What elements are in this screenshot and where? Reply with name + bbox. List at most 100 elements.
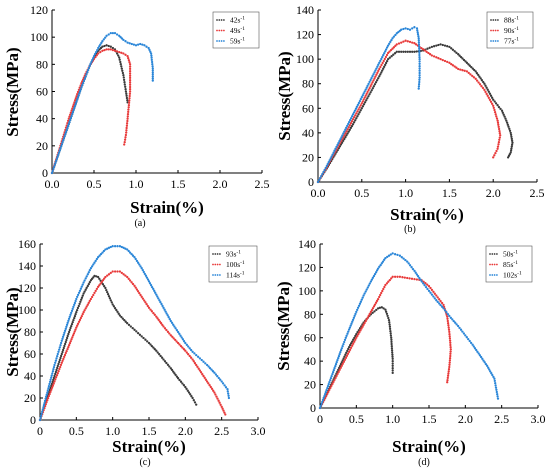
data-point	[366, 286, 369, 289]
data-point	[150, 344, 154, 348]
data-point	[494, 113, 497, 116]
data-point	[362, 103, 366, 106]
data-point	[57, 350, 60, 353]
y-tick-label: 80	[24, 325, 36, 339]
data-point	[182, 340, 186, 343]
data-point	[418, 60, 421, 63]
data-point	[342, 132, 345, 135]
data-point	[352, 342, 355, 345]
data-point	[386, 44, 390, 47]
data-point	[56, 372, 59, 375]
data-point	[70, 338, 73, 341]
data-point	[350, 124, 354, 128]
legend-box	[486, 11, 534, 49]
data-point	[156, 351, 159, 354]
data-point	[133, 284, 136, 287]
data-point	[390, 38, 393, 42]
data-point	[377, 77, 380, 80]
data-point	[168, 317, 171, 321]
data-point	[438, 298, 441, 301]
data-point	[78, 289, 82, 292]
y-tick-label: 100	[18, 303, 36, 317]
x-tick-label: 1.5	[422, 412, 437, 426]
data-point	[80, 296, 84, 299]
data-point	[446, 381, 449, 384]
data-point	[63, 135, 66, 138]
data-point	[68, 120, 71, 124]
data-point	[151, 79, 154, 82]
data-point	[125, 131, 128, 134]
x-tick-label: 0.5	[354, 186, 369, 200]
data-point	[344, 353, 347, 356]
series-93s	[38, 274, 198, 422]
data-point	[85, 305, 88, 308]
data-point	[446, 312, 450, 316]
data-point	[451, 48, 455, 51]
data-point	[81, 81, 85, 85]
data-point	[364, 319, 367, 323]
data-point	[493, 154, 496, 157]
data-point	[128, 67, 132, 71]
data-point	[446, 319, 449, 323]
data-point	[219, 378, 222, 381]
legend-marker	[220, 29, 223, 32]
data-point	[418, 57, 421, 61]
data-point	[130, 281, 133, 284]
data-point	[38, 418, 42, 422]
data-point	[103, 277, 106, 280]
y-tick-label: 60	[24, 347, 36, 361]
data-point	[360, 107, 363, 110]
legend-marker	[491, 263, 494, 266]
x-tick-label: 2.0	[486, 186, 501, 200]
data-point	[169, 319, 172, 323]
y-tick-label: 100	[30, 30, 48, 44]
data-point	[77, 291, 81, 294]
y-tick-label: 100	[296, 52, 314, 66]
data-point	[124, 40, 127, 43]
data-point	[79, 316, 83, 320]
data-point	[215, 395, 218, 398]
data-point	[339, 366, 342, 369]
legend-marker	[493, 274, 496, 276]
legend-label: 49s-1	[230, 26, 245, 35]
data-point	[378, 265, 381, 268]
data-point	[347, 120, 351, 124]
data-point	[352, 121, 356, 124]
data-point	[506, 156, 510, 159]
data-point	[63, 344, 66, 348]
data-point	[82, 79, 86, 83]
data-point	[126, 248, 129, 251]
data-point	[149, 308, 152, 311]
data-point	[110, 301, 113, 304]
data-point	[381, 289, 384, 293]
data-point	[90, 265, 94, 268]
data-point	[221, 382, 225, 385]
data-point	[98, 284, 101, 287]
data-point	[101, 279, 105, 282]
data-point	[496, 397, 500, 400]
data-point	[426, 283, 429, 286]
data-point	[447, 372, 450, 375]
data-point	[483, 82, 486, 85]
data-point	[71, 336, 74, 339]
panel-label: (c)	[139, 457, 150, 468]
data-point	[56, 355, 59, 358]
data-point	[387, 254, 391, 257]
data-point	[391, 362, 394, 365]
data-point	[481, 86, 485, 90]
data-point	[495, 149, 498, 153]
data-point	[117, 54, 120, 57]
data-point	[458, 54, 461, 57]
y-tick-label: 120	[296, 28, 314, 42]
data-point	[413, 42, 416, 45]
data-point	[406, 40, 409, 43]
data-point	[324, 166, 327, 170]
x-tick-label: 0	[317, 412, 323, 426]
data-point	[359, 109, 362, 112]
data-point	[99, 43, 102, 46]
data-point	[369, 280, 373, 283]
data-point	[429, 291, 432, 294]
data-point	[79, 88, 82, 91]
data-point	[112, 305, 116, 308]
data-point	[347, 350, 351, 353]
